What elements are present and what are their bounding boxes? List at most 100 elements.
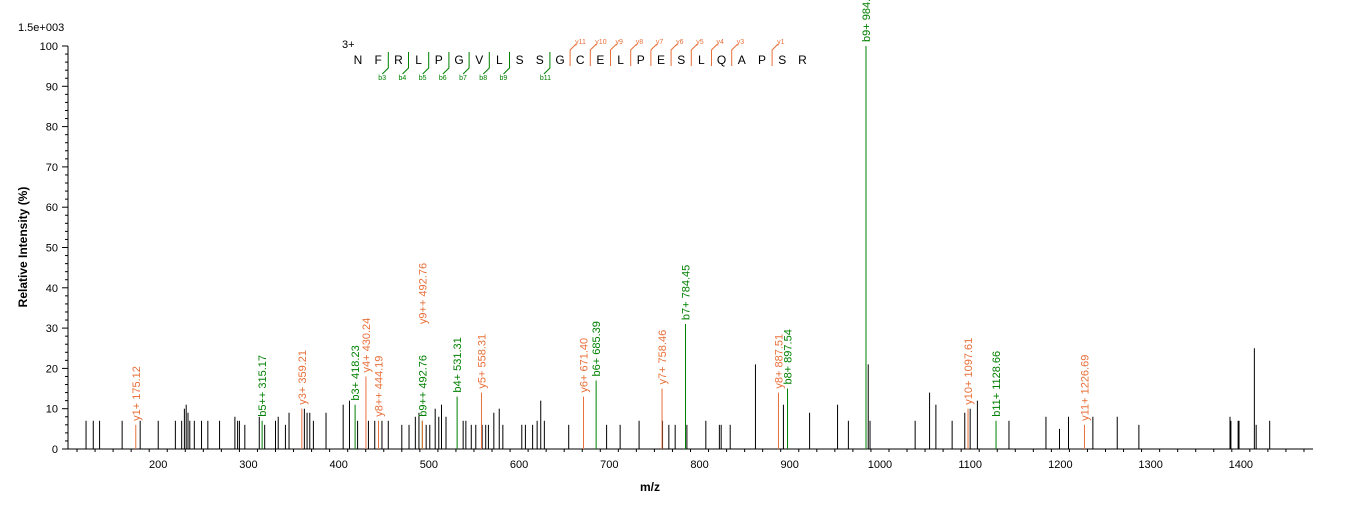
y-tick-label: 30 <box>46 323 58 335</box>
y-ion-marker: y7 <box>656 39 664 46</box>
sequence-residue: L <box>496 53 503 67</box>
y-tick-label: 20 <box>46 363 58 375</box>
y-ion-marker: y11 <box>575 39 586 46</box>
sequence-residue: E <box>657 53 665 67</box>
b-ion-marker: b3 <box>378 75 386 82</box>
b-ion-marker: b5 <box>419 75 427 82</box>
x-tick-label: 800 <box>690 459 708 471</box>
b-ion-label: b3+ 418.23 <box>350 345 362 400</box>
sequence-residue: A <box>738 53 746 67</box>
x-tick-label: 200 <box>149 459 167 471</box>
y-ion-bracket <box>589 43 597 66</box>
y-tick-label: 70 <box>46 162 58 174</box>
y-tick-label: 80 <box>46 122 58 134</box>
y-ion-bracket <box>610 43 617 66</box>
sequence-residue: L <box>415 53 422 67</box>
b-ion-bracket <box>462 52 470 75</box>
b-ion-bracket <box>442 52 450 75</box>
y-axis-title: Relative Intensity (%) <box>16 187 30 308</box>
b-ion-bracket <box>543 52 551 75</box>
y-ion-bracket <box>569 43 577 66</box>
b-ion-marker: b11 <box>540 75 551 82</box>
b-ion-marker: b6 <box>439 75 447 82</box>
y-ion-marker: y5 <box>696 39 704 46</box>
b-ion-bracket <box>503 52 510 75</box>
y-ion-bracket <box>630 43 638 66</box>
b-ion-bracket <box>381 52 389 75</box>
sequence-residue: G <box>454 53 463 67</box>
y-ion-marker: y10 <box>595 39 606 46</box>
b-ion-label: b4+ 531.31 <box>452 337 464 392</box>
x-tick-label: 1100 <box>958 459 982 471</box>
y-ion-label: y9++ 492.76 <box>417 263 429 324</box>
b-ion-bracket <box>482 52 490 75</box>
peaks <box>85 46 1271 449</box>
sequence-residue: S <box>778 53 786 67</box>
x-axis-title: m/z <box>640 480 660 494</box>
sequence-residue: G <box>555 53 564 67</box>
y-ion-marker: y4 <box>717 39 725 46</box>
y-ion-label: y1+ 175.12 <box>131 366 143 421</box>
y-ion-bracket <box>731 43 739 66</box>
y-ion-bracket <box>690 43 698 66</box>
b-ion-label: b6+ 685.39 <box>591 321 603 376</box>
sequence-residue: S <box>516 53 524 67</box>
x-tick-label: 700 <box>600 459 618 471</box>
sequence-residue: S <box>677 53 685 67</box>
x-tick-label: 600 <box>510 459 528 471</box>
x-tick-label: 1400 <box>1229 459 1253 471</box>
y-ion-bracket <box>650 43 658 66</box>
sequence-residue: E <box>596 53 604 67</box>
y-ion-marker: y1 <box>777 39 785 46</box>
y-ion-label: y11+ 1226.69 <box>1079 355 1091 421</box>
sequence-residue: P <box>637 53 645 67</box>
y-ion-bracket <box>711 43 718 66</box>
y-tick-label: 60 <box>46 202 58 214</box>
b-ion-marker: b7 <box>459 75 467 82</box>
y-ion-marker: y6 <box>676 39 684 46</box>
y-tick-label: 40 <box>46 283 58 295</box>
y-tick-label: 0 <box>52 444 58 456</box>
b-ion-label: b5++ 315.17 <box>257 355 269 417</box>
y-ion-label: y6+ 671.40 <box>579 338 591 393</box>
sequence-residue: P <box>435 53 443 67</box>
x-tick-label: 300 <box>239 459 257 471</box>
y-ion-label: y4+ 430.24 <box>361 318 373 373</box>
b-ion-label: b11+ 1128.66 <box>991 351 1003 417</box>
x-tick-label: 400 <box>329 459 347 471</box>
y-tick-label: 50 <box>46 243 58 255</box>
x-tick-label: 1200 <box>1048 459 1072 471</box>
y-tick-label: 90 <box>46 81 58 93</box>
y-ion-label: y7+ 758.46 <box>657 330 669 385</box>
sequence-residue: S <box>536 53 544 67</box>
y-ion-bracket <box>670 43 678 66</box>
x-tick-label: 500 <box>420 459 438 471</box>
sequence-residue: R <box>798 53 807 67</box>
y-ion-label: y3+ 359.21 <box>297 350 309 405</box>
y-ion-label: y10+ 1097.61 <box>963 338 975 405</box>
b-ion-label: b7+ 784.45 <box>680 265 692 320</box>
y-ion-marker: y8 <box>636 39 644 46</box>
peak-labels: y1+ 175.12 b5++ 315.17 y3+ 359.21 b3+ 418.2… <box>131 0 1092 421</box>
b-ion-marker: b9 <box>500 75 508 82</box>
y-ion-marker: y9 <box>616 39 624 46</box>
x-tick-label: 1300 <box>1138 459 1162 471</box>
intensity-scale-label: 1.5e+003 <box>18 22 64 34</box>
sequence-residue: Q <box>717 53 726 67</box>
sequence-residue: C <box>576 53 585 67</box>
axes: 0 10 20 30 40 50 60 70 80 90 100 200 300 400 500 600 700… <box>40 41 1313 471</box>
x-tick-label: 1000 <box>868 459 892 471</box>
sequence-residue: R <box>394 53 403 67</box>
b-ion-label: b9++ 492.76 <box>417 355 429 417</box>
y-tick-label: 10 <box>46 404 58 416</box>
b-ion-label: b9+ 984.53 <box>861 0 873 42</box>
sequence-residue: N <box>354 53 363 67</box>
y-ion-bracket <box>771 43 779 66</box>
y-tick-label: 100 <box>40 41 58 53</box>
b-ion-marker: b8 <box>479 75 487 82</box>
sequence-residue: F <box>375 53 382 67</box>
b-ion-label: b8+ 897.54 <box>783 329 795 384</box>
b-ion-bracket <box>422 52 430 75</box>
